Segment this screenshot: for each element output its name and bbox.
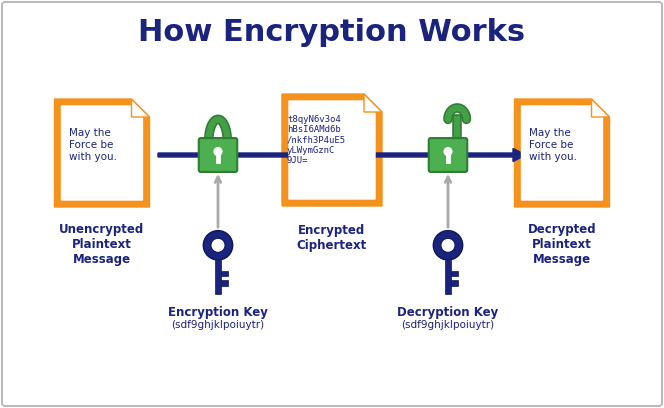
Circle shape (444, 147, 453, 156)
Text: (sdf9ghjklpoiuytr): (sdf9ghjklpoiuytr) (402, 320, 495, 330)
FancyBboxPatch shape (220, 280, 228, 286)
FancyBboxPatch shape (451, 280, 458, 286)
Polygon shape (521, 106, 602, 200)
FancyBboxPatch shape (215, 260, 220, 294)
FancyBboxPatch shape (220, 271, 228, 276)
Text: t8qyN6v3o4
hBsI6AMd6b
/nkfh3P4uE5
yLWymGznC
9JU=: t8qyN6v3o4 hBsI6AMd6b /nkfh3P4uE5 yLWymG… (287, 115, 346, 165)
Polygon shape (364, 94, 382, 112)
Text: Encryption Key: Encryption Key (168, 306, 268, 319)
Polygon shape (515, 99, 610, 207)
Circle shape (434, 231, 463, 260)
Text: May the
Force be
with you.: May the Force be with you. (69, 129, 117, 162)
FancyBboxPatch shape (199, 138, 237, 172)
Circle shape (211, 238, 225, 253)
Text: Unencrypted
Plaintext
Message: Unencrypted Plaintext Message (59, 223, 145, 266)
Text: Encrypted
Ciphertext: Encrypted Ciphertext (297, 224, 367, 252)
Circle shape (441, 238, 455, 253)
Polygon shape (592, 99, 610, 117)
Text: Decrypted
Plaintext
Message: Decrypted Plaintext Message (528, 223, 596, 266)
Text: (sdf9ghjklpoiuytr): (sdf9ghjklpoiuytr) (171, 320, 264, 330)
Circle shape (213, 147, 222, 156)
Polygon shape (289, 101, 375, 199)
FancyBboxPatch shape (451, 271, 458, 276)
Polygon shape (282, 94, 382, 206)
FancyBboxPatch shape (429, 138, 467, 172)
Text: Decryption Key: Decryption Key (397, 306, 499, 319)
Text: May the
Force be
with you.: May the Force be with you. (529, 129, 577, 162)
Polygon shape (54, 99, 149, 207)
Text: How Encryption Works: How Encryption Works (138, 18, 526, 47)
Circle shape (203, 231, 232, 260)
FancyBboxPatch shape (446, 260, 451, 294)
FancyArrow shape (158, 149, 526, 162)
FancyBboxPatch shape (2, 2, 662, 406)
Polygon shape (131, 99, 149, 117)
Polygon shape (62, 106, 143, 200)
